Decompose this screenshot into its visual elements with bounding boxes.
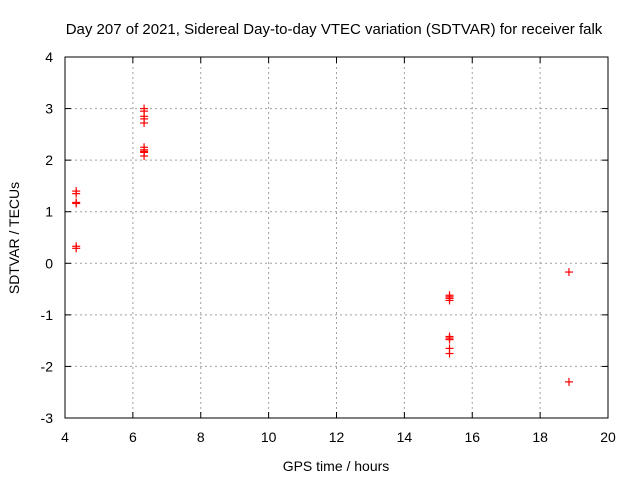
data-point xyxy=(564,268,573,277)
data-point xyxy=(140,152,149,161)
data-point xyxy=(72,189,81,198)
y-tick-label: 4 xyxy=(45,49,53,65)
data-point xyxy=(445,296,454,305)
x-tick-label: 12 xyxy=(329,429,345,445)
x-tick-label: 18 xyxy=(532,429,548,445)
y-tick-label: -3 xyxy=(41,410,54,426)
chart-title: Day 207 of 2021, Sidereal Day-to-day VTE… xyxy=(66,21,603,38)
data-point xyxy=(445,335,454,344)
y-tick-label: 0 xyxy=(45,255,53,271)
x-tick-labels: 4 6 8 10 12 14 16 18 20 xyxy=(61,429,616,445)
y-tick-label: 3 xyxy=(45,101,53,117)
data-point xyxy=(72,199,81,208)
data-point xyxy=(140,119,149,128)
axis-ticks xyxy=(64,56,609,419)
x-tick-label: 8 xyxy=(197,429,205,445)
x-tick-label: 16 xyxy=(464,429,480,445)
data-point xyxy=(564,377,573,386)
x-tick-label: 4 xyxy=(61,429,69,445)
y-tick-labels: -3 -2 -1 0 1 2 3 4 xyxy=(41,49,54,426)
x-tick-label: 20 xyxy=(600,429,616,445)
data-point xyxy=(72,244,81,253)
grid-lines xyxy=(65,57,608,418)
y-tick-label: 1 xyxy=(45,204,53,220)
y-tick-label: -2 xyxy=(41,358,54,374)
y-tick-label: -1 xyxy=(41,307,54,323)
x-axis-label: GPS time / hours xyxy=(283,458,390,474)
x-tick-label: 6 xyxy=(129,429,137,445)
data-points xyxy=(72,104,573,386)
data-point xyxy=(445,349,454,358)
x-tick-label: 14 xyxy=(397,429,413,445)
y-axis-label: SDTVAR / TECUs xyxy=(6,182,22,294)
y-tick-label: 2 xyxy=(45,152,53,168)
x-tick-label: 10 xyxy=(261,429,277,445)
